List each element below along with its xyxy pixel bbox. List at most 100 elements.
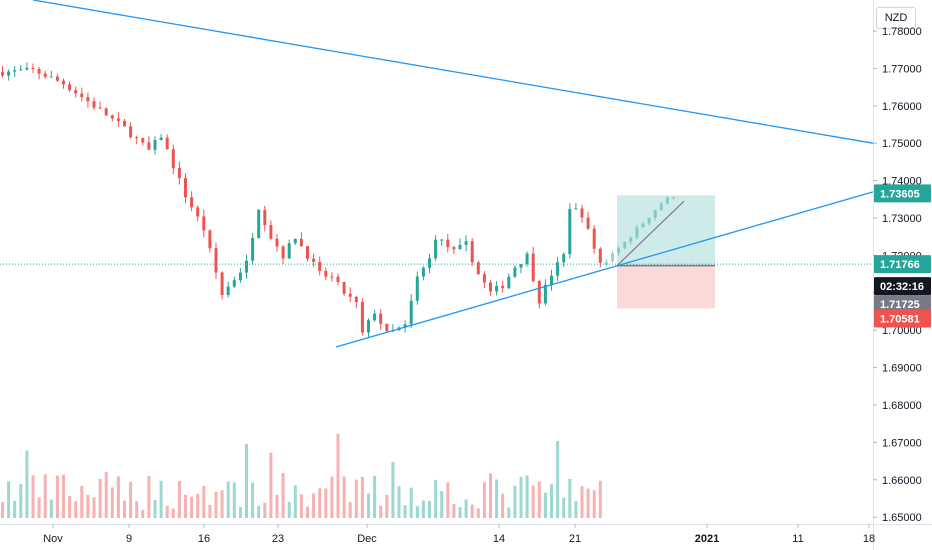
volume-bar xyxy=(592,490,596,518)
volume-bar xyxy=(123,500,126,518)
volume-bar xyxy=(13,500,17,518)
volume-bar xyxy=(513,485,517,518)
candle-body xyxy=(165,137,169,150)
candle-body xyxy=(580,208,584,218)
candle-body xyxy=(19,69,23,71)
volume-bar xyxy=(360,476,364,518)
candle-body xyxy=(208,230,212,249)
x-tick-label: 21 xyxy=(569,533,581,545)
candle-body xyxy=(306,246,309,259)
volume-bar xyxy=(470,504,474,518)
volume-bar xyxy=(556,441,560,518)
volume-bar xyxy=(116,476,120,518)
candle-body xyxy=(586,217,590,229)
volume-bar xyxy=(476,508,480,518)
volume-bar xyxy=(385,494,389,518)
volume-bar xyxy=(25,450,29,518)
volume-bar xyxy=(238,507,242,518)
volume-bar xyxy=(507,507,511,518)
volume-bar xyxy=(62,474,65,518)
candle-body xyxy=(104,108,108,116)
volume-bar xyxy=(208,504,212,518)
volume-bar xyxy=(37,497,41,518)
volume-bar xyxy=(43,474,47,518)
volume-bar xyxy=(531,485,535,518)
volume-bar xyxy=(415,506,419,518)
candle-body xyxy=(92,101,96,108)
volume-bar xyxy=(482,482,486,518)
volume-bar xyxy=(7,481,11,518)
y-tick-label: 1.76000 xyxy=(882,101,922,113)
candle-body xyxy=(513,267,517,277)
volume-bar xyxy=(171,508,175,518)
volume-bar xyxy=(31,475,35,518)
volume-bar xyxy=(428,500,431,518)
volume-bar xyxy=(263,502,267,518)
y-tick-label: 1.77000 xyxy=(882,63,922,75)
candle-body xyxy=(592,228,596,249)
volume-bar xyxy=(409,487,413,518)
candle-body xyxy=(184,178,187,198)
target-price-tag: 1.73605 xyxy=(874,184,931,203)
candle-body xyxy=(470,241,474,263)
candle-body xyxy=(519,264,523,268)
volume-bar xyxy=(348,502,352,518)
volume-bar xyxy=(501,493,505,518)
volume-bar xyxy=(287,502,291,518)
candle-body xyxy=(171,149,175,169)
volume-bar xyxy=(537,481,541,518)
candle-body xyxy=(360,302,364,333)
candle-body xyxy=(525,253,529,265)
volume-bar xyxy=(19,484,23,518)
candle-body xyxy=(153,140,157,150)
svg-text:1.73605: 1.73605 xyxy=(880,188,920,200)
candle-body xyxy=(43,73,47,77)
candle-body xyxy=(434,239,438,259)
volume-bar xyxy=(159,480,163,518)
projected-body xyxy=(659,203,663,211)
volume-bar xyxy=(318,488,322,518)
candle-body xyxy=(135,137,139,139)
x-tick-label: 16 xyxy=(198,533,210,545)
candle-body xyxy=(129,126,133,138)
candle-body xyxy=(312,258,316,262)
candle-body xyxy=(177,168,181,179)
volume-bar xyxy=(299,494,303,518)
volume-bar xyxy=(49,499,53,518)
x-tick-label: Nov xyxy=(43,533,63,545)
candle-body xyxy=(348,293,352,297)
volume-bar xyxy=(269,452,273,518)
volume-bar xyxy=(434,479,438,518)
y-tick-label: 1.69000 xyxy=(882,363,922,375)
y-tick-label: 1.68000 xyxy=(882,400,922,412)
volume-bar xyxy=(354,479,358,518)
volume-bar xyxy=(177,480,181,518)
candle-body xyxy=(403,324,407,328)
volume-bar xyxy=(598,480,602,518)
y-tick-label: 1.67000 xyxy=(882,437,922,449)
last-price-tag: 1.71766 xyxy=(874,255,931,274)
volume-bar xyxy=(580,486,584,518)
volume-bar xyxy=(86,494,90,518)
candles xyxy=(1,62,602,338)
volume-bar xyxy=(574,501,578,518)
countdown-tag: 02:32:16 xyxy=(874,277,931,296)
volume-bar xyxy=(446,482,450,518)
candle-body xyxy=(489,282,492,292)
entry-price-tag: 1.71725 xyxy=(874,295,931,314)
currency-button[interactable]: NZD xyxy=(876,7,916,29)
candle-body xyxy=(367,320,370,333)
candle-body xyxy=(299,238,303,247)
volume-bar xyxy=(196,493,200,518)
candle-body xyxy=(202,216,206,231)
projected-body xyxy=(672,197,675,199)
candle-body xyxy=(574,208,578,210)
x-tick-label: 2021 xyxy=(695,533,719,545)
candle-body xyxy=(232,280,236,287)
x-tick-label: 11 xyxy=(792,533,803,545)
candle-body xyxy=(74,90,78,94)
volume-bar xyxy=(464,499,468,518)
candle-body xyxy=(220,272,224,296)
volume-bar xyxy=(342,476,346,518)
